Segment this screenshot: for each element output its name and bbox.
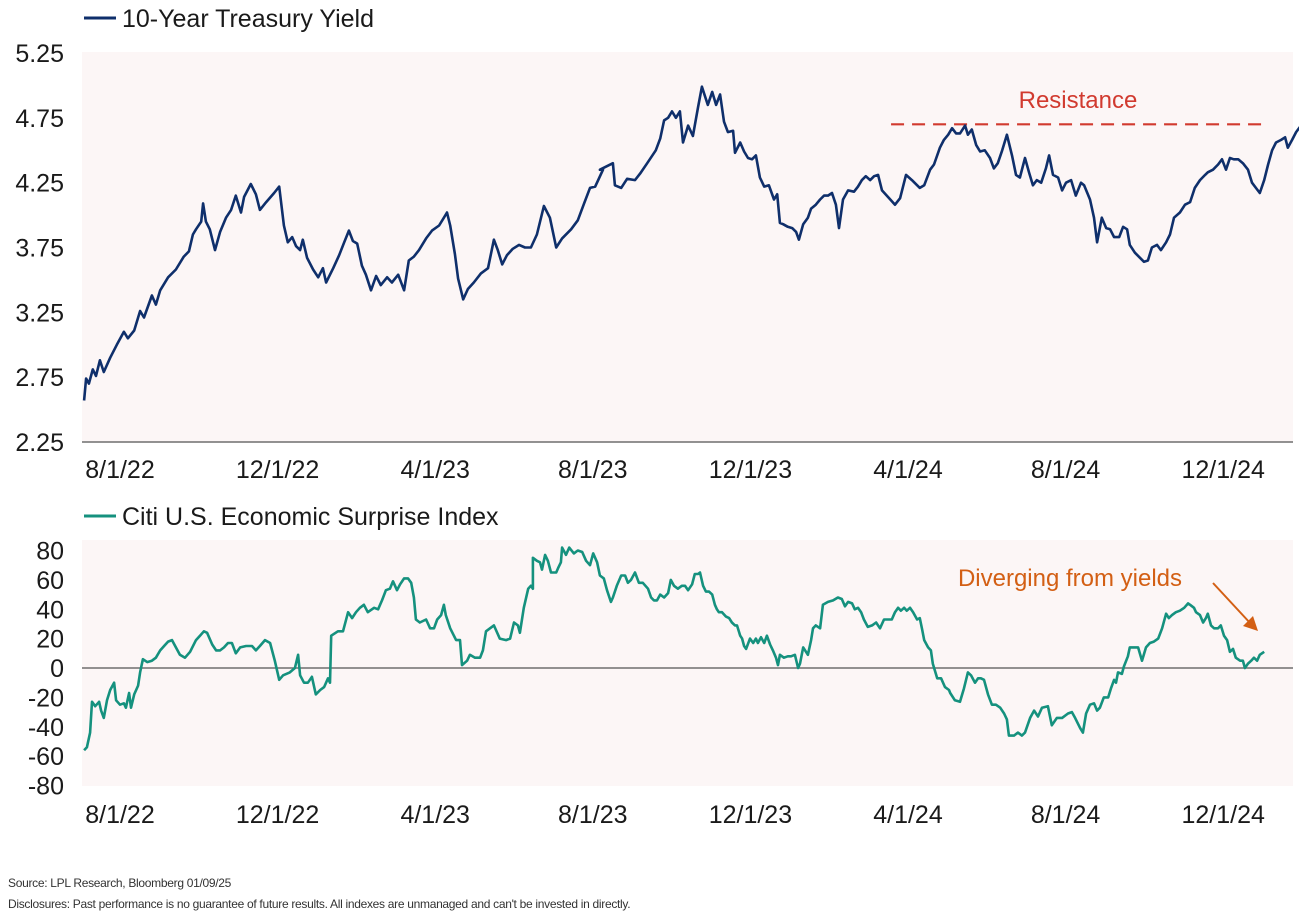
diverging-arrow-icon (1212, 582, 1252, 625)
y-tick-label: 2.75 (15, 364, 64, 392)
surprise-plot-area (82, 540, 1293, 786)
y-tick-label: 0 (50, 655, 64, 683)
x-tick-label: 12/1/23 (709, 801, 792, 829)
x-tick-label: 8/1/23 (558, 801, 628, 829)
y-tick-label: 4.75 (15, 105, 64, 133)
y-tick-label: -20 (28, 684, 64, 712)
yield-y-axis: 5.25 4.75 4.25 3.75 3.25 2.75 2.25 (15, 40, 64, 457)
y-tick-label: 4.25 (15, 170, 64, 198)
y-tick-label: 80 (36, 538, 64, 566)
yield-legend-label: 10-Year Treasury Yield (122, 5, 374, 33)
x-tick-label: 4/1/23 (400, 801, 470, 829)
x-tick-label: 4/1/24 (873, 801, 943, 829)
surprise-legend: Citi U.S. Economic Surprise Index (84, 503, 499, 531)
x-tick-label: 8/1/24 (1031, 801, 1101, 829)
surprise-chart: Citi U.S. Economic Surprise Index 806040… (28, 503, 1293, 829)
y-tick-label: 5.25 (15, 40, 64, 68)
x-tick-label: 8/1/22 (85, 456, 155, 484)
disclosures-note: Disclosures: Past performance is no guar… (8, 897, 631, 911)
x-tick-label: 8/1/22 (85, 801, 155, 829)
surprise-legend-label: Citi U.S. Economic Surprise Index (122, 503, 499, 531)
x-tick-label: 12/1/22 (236, 456, 319, 484)
x-tick-label: 12/1/24 (1181, 456, 1265, 484)
yield-plot-area (82, 52, 1293, 442)
y-tick-label: 3.25 (15, 299, 64, 327)
y-tick-label: -80 (28, 773, 64, 801)
x-tick-label: 12/1/24 (1181, 801, 1265, 829)
y-tick-label: 20 (36, 626, 64, 654)
y-tick-label: 60 (36, 567, 64, 595)
resistance-label: Resistance (1019, 87, 1138, 114)
x-tick-label: 4/1/24 (873, 456, 943, 484)
yield-legend: 10-Year Treasury Yield (84, 5, 374, 33)
surprise-series-line (83, 546, 1265, 752)
source-note: Source: LPL Research, Bloomberg 01/09/25 (8, 876, 232, 890)
y-tick-label: 2.25 (15, 429, 64, 457)
y-tick-label: 3.75 (15, 235, 64, 263)
y-tick-label: 40 (36, 596, 64, 624)
yield-series-line (82, 85, 1299, 401)
diverging-label: Diverging from yields (958, 565, 1182, 592)
yield-chart: 10-Year Treasury Yield 5.25 4.75 4.25 3.75 3… (15, 5, 1299, 484)
x-tick-label: 12/1/22 (236, 801, 319, 829)
surprise-x-axis: 8/1/22 12/1/22 4/1/23 8/1/23 12/1/23 4/1/24 8/… (85, 801, 1265, 829)
x-tick-label: 8/1/24 (1031, 456, 1101, 484)
y-tick-label: -60 (28, 743, 64, 771)
y-tick-label: -40 (28, 714, 64, 742)
diverging-arrowhead-icon (1243, 616, 1258, 631)
yield-x-axis: 8/1/22 12/1/22 4/1/23 8/1/23 12/1/23 4/1/24 8/… (85, 456, 1265, 484)
x-tick-label: 4/1/23 (400, 456, 470, 484)
x-tick-label: 8/1/23 (558, 456, 628, 484)
x-tick-label: 12/1/23 (709, 456, 792, 484)
